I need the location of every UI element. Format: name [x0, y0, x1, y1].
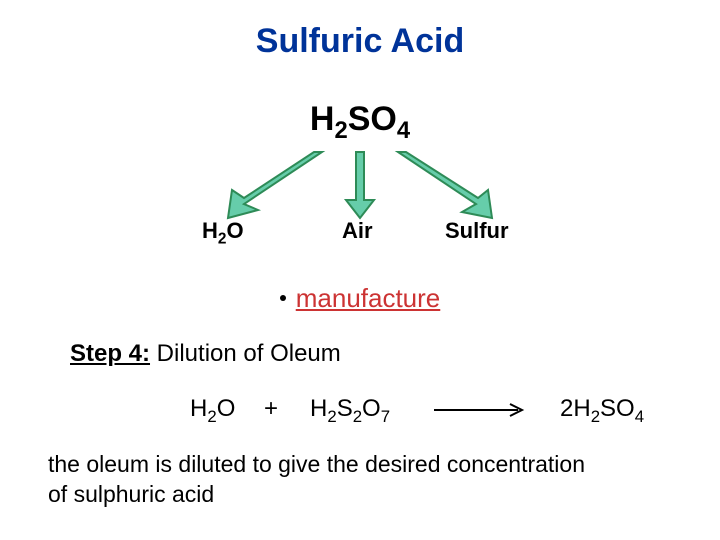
p-pre: H: [573, 395, 590, 422]
h2o-pre: H: [202, 218, 218, 243]
equation-reactant1: H2O: [190, 395, 235, 427]
ingredient-air: Air: [342, 218, 373, 244]
equation-plus: +: [264, 395, 278, 423]
r2-mid2: O: [362, 395, 381, 422]
arrow-right-icon: [398, 152, 492, 218]
r2-pre: H: [310, 395, 327, 422]
ingredient-sulfur: Sulfur: [445, 218, 509, 244]
air-label: Air: [342, 218, 373, 243]
r2-s3: 7: [381, 407, 390, 426]
desc-line1: the oleum is diluted to give the desired…: [48, 450, 585, 480]
bullet-manufacture: manufacture: [0, 283, 720, 314]
r1-post: O: [217, 395, 236, 422]
description-text: the oleum is diluted to give the desired…: [48, 450, 585, 510]
reaction-arrow-icon: [432, 400, 528, 420]
equation-reactant2: H2S2O7: [310, 395, 390, 427]
p-coef: 2: [560, 395, 573, 422]
r2-s2: 2: [353, 407, 362, 426]
r2-s1: 2: [327, 407, 336, 426]
bullet-icon: [280, 295, 286, 301]
step-label-rest: Dilution of Oleum: [150, 340, 341, 367]
arrow-left-icon: [228, 152, 322, 218]
plus-text: +: [264, 395, 278, 422]
r2-mid: S: [337, 395, 353, 422]
sulfur-label: Sulfur: [445, 218, 509, 243]
h2o-post: O: [226, 218, 243, 243]
p-s1: 2: [591, 407, 600, 426]
p-mid: SO: [600, 395, 635, 422]
r1-s1: 2: [207, 407, 216, 426]
desc-line2: of sulphuric acid: [48, 480, 585, 510]
p-s2: 4: [635, 407, 644, 426]
step-label-bold: Step 4:: [70, 340, 150, 367]
equation-product: 2H2SO4: [560, 395, 644, 427]
step-heading: Step 4: Dilution of Oleum: [70, 340, 341, 368]
bullet-text: manufacture: [296, 283, 441, 313]
ingredient-h2o: H2O: [202, 218, 244, 248]
arrow-mid-icon: [346, 152, 374, 218]
r1-pre: H: [190, 395, 207, 422]
